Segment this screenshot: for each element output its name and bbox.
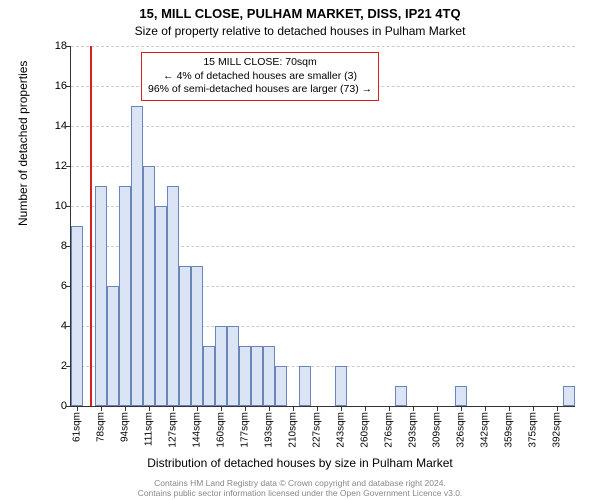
y-axis-label: Number of detached properties <box>16 61 30 226</box>
xtick-mark <box>485 406 486 411</box>
histogram-bar <box>119 186 131 406</box>
xtick-label: 260sqm <box>359 412 370 448</box>
xtick-label: 144sqm <box>191 412 202 448</box>
annotation-line: 96% of semi-detached houses are larger (… <box>148 83 372 97</box>
xtick-mark <box>317 406 318 411</box>
histogram-bar <box>215 326 227 406</box>
histogram-bar <box>563 386 575 406</box>
xtick-mark <box>77 406 78 411</box>
ytick-label: 12 <box>55 160 67 172</box>
chart-title: 15, MILL CLOSE, PULHAM MARKET, DISS, IP2… <box>0 6 600 21</box>
histogram-bar <box>239 346 251 406</box>
xtick-label: 309sqm <box>431 412 442 448</box>
histogram-bar <box>335 366 347 406</box>
xtick-label: 193sqm <box>263 412 274 448</box>
histogram-bar <box>191 266 203 406</box>
xtick-mark <box>461 406 462 411</box>
xtick-mark <box>365 406 366 411</box>
xtick-mark <box>101 406 102 411</box>
ytick-label: 16 <box>55 80 67 92</box>
gridline <box>71 126 575 127</box>
xtick-mark <box>293 406 294 411</box>
ytick-label: 0 <box>61 400 67 412</box>
xtick-mark <box>437 406 438 411</box>
xtick-mark <box>269 406 270 411</box>
xtick-mark <box>245 406 246 411</box>
chart-subtitle: Size of property relative to detached ho… <box>0 24 600 38</box>
histogram-bar <box>203 346 215 406</box>
histogram-bar <box>71 226 83 406</box>
footer-line-1: Contains HM Land Registry data © Crown c… <box>0 478 600 488</box>
plot-area: 02468101214161815 MILL CLOSE: 70sqm← 4% … <box>70 46 575 407</box>
histogram-bar <box>395 386 407 406</box>
xtick-mark <box>197 406 198 411</box>
xtick-label: 342sqm <box>479 412 490 448</box>
xtick-mark <box>125 406 126 411</box>
histogram-bar <box>95 186 107 406</box>
xtick-label: 227sqm <box>311 412 322 448</box>
ytick-label: 2 <box>61 360 67 372</box>
xtick-mark <box>389 406 390 411</box>
xtick-mark <box>221 406 222 411</box>
xtick-label: 392sqm <box>551 412 562 448</box>
xtick-mark <box>173 406 174 411</box>
histogram-bar <box>275 366 287 406</box>
xtick-label: 326sqm <box>455 412 466 448</box>
histogram-bar <box>131 106 143 406</box>
xtick-mark <box>557 406 558 411</box>
xtick-label: 293sqm <box>407 412 418 448</box>
reference-line <box>90 46 92 406</box>
gridline <box>71 46 575 47</box>
ytick-label: 14 <box>55 120 67 132</box>
ytick-label: 18 <box>55 40 67 52</box>
histogram-bar <box>251 346 263 406</box>
histogram-bar <box>143 166 155 406</box>
ytick-label: 8 <box>61 240 67 252</box>
xtick-label: 78sqm <box>95 412 106 442</box>
ytick-label: 4 <box>61 320 67 332</box>
footer-line-2: Contains public sector information licen… <box>0 488 600 498</box>
xtick-label: 127sqm <box>167 412 178 448</box>
xtick-label: 160sqm <box>215 412 226 448</box>
xtick-label: 111sqm <box>143 412 154 446</box>
histogram-bar <box>155 206 167 406</box>
x-axis-label: Distribution of detached houses by size … <box>0 456 600 470</box>
xtick-mark <box>341 406 342 411</box>
annotation-box: 15 MILL CLOSE: 70sqm← 4% of detached hou… <box>141 52 379 101</box>
histogram-bar <box>299 366 311 406</box>
chart-container: 15, MILL CLOSE, PULHAM MARKET, DISS, IP2… <box>0 0 600 500</box>
footer-attribution: Contains HM Land Registry data © Crown c… <box>0 478 600 498</box>
histogram-bar <box>107 286 119 406</box>
annotation-line: 15 MILL CLOSE: 70sqm <box>148 56 372 70</box>
histogram-bar <box>227 326 239 406</box>
xtick-label: 61sqm <box>71 412 82 442</box>
xtick-label: 243sqm <box>335 412 346 448</box>
histogram-bar <box>455 386 467 406</box>
xtick-label: 359sqm <box>503 412 514 448</box>
histogram-bar <box>167 186 179 406</box>
xtick-mark <box>149 406 150 411</box>
ytick-label: 10 <box>55 200 67 212</box>
xtick-mark <box>509 406 510 411</box>
xtick-label: 210sqm <box>287 412 298 448</box>
annotation-line: ← 4% of detached houses are smaller (3) <box>148 70 372 84</box>
xtick-mark <box>533 406 534 411</box>
xtick-label: 177sqm <box>239 412 250 448</box>
xtick-label: 375sqm <box>527 412 538 448</box>
ytick-label: 6 <box>61 280 67 292</box>
histogram-bar <box>263 346 275 406</box>
xtick-label: 94sqm <box>119 412 130 442</box>
histogram-bar <box>179 266 191 406</box>
xtick-mark <box>413 406 414 411</box>
xtick-label: 276sqm <box>383 412 394 448</box>
